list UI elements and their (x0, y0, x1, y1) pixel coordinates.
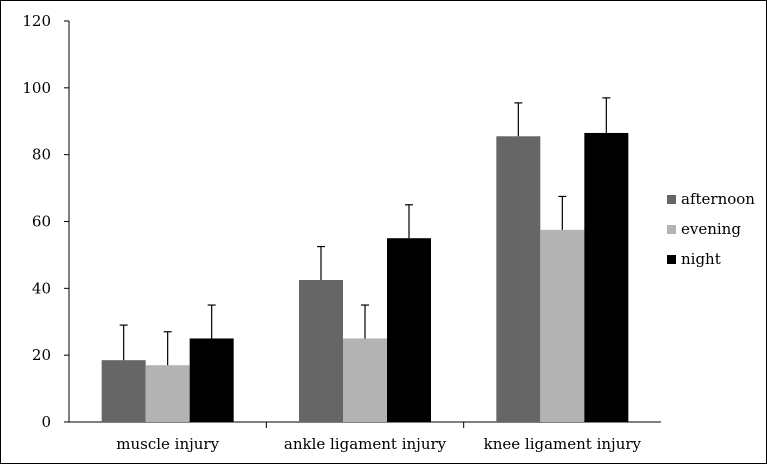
legend-label-evening: evening (681, 220, 741, 238)
legend-swatch-afternoon (667, 195, 676, 204)
y-tick-label: 100 (22, 79, 51, 97)
y-tick-label: 120 (22, 12, 51, 30)
x-category-label: ankle ligament injury (284, 435, 447, 453)
legend-label-afternoon: afternoon (681, 190, 755, 208)
category-labels: muscle injury ankle ligament injury knee l… (116, 435, 641, 453)
y-tick-label: 80 (32, 146, 51, 164)
bars-group (101, 97, 629, 428)
bar-evening-0 (145, 365, 190, 422)
y-axis-ticks: 0 20 40 60 80 100 120 (22, 12, 69, 431)
legend: afternoon evening night (667, 190, 755, 268)
y-tick-label: 0 (41, 413, 51, 431)
legend-swatch-night (667, 255, 676, 264)
x-category-label: knee ligament injury (484, 435, 642, 453)
bar-night-2 (584, 132, 629, 422)
y-tick-label: 60 (32, 213, 51, 231)
legend-label-night: night (681, 250, 721, 268)
x-category-label: muscle injury (116, 435, 219, 453)
bar-afternoon-1 (299, 279, 343, 422)
y-tick-label: 40 (32, 279, 51, 297)
bar-afternoon-0 (101, 360, 146, 422)
y-tick-label: 20 (32, 346, 51, 364)
bar-night-0 (189, 338, 234, 422)
bar-afternoon-2 (496, 136, 541, 422)
legend-swatch-evening (667, 225, 676, 234)
bar-evening-1 (343, 338, 387, 422)
bar-evening-2 (540, 229, 585, 422)
bar-night-1 (387, 238, 431, 422)
